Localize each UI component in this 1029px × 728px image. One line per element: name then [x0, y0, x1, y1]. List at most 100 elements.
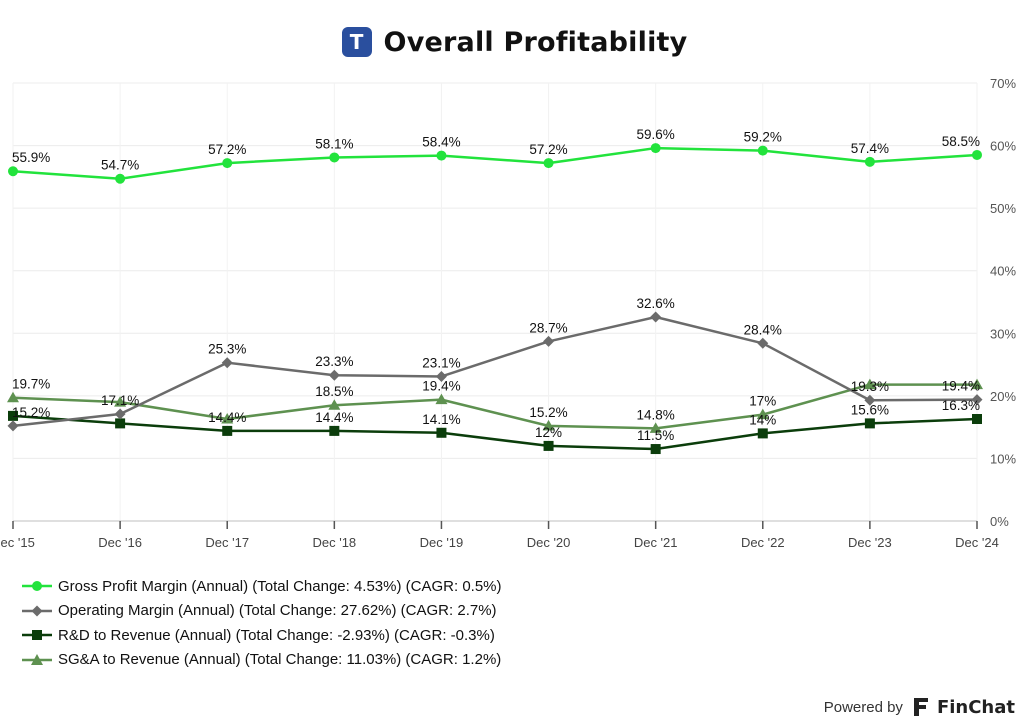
y-tick-label: 40%	[990, 264, 1016, 279]
data-point	[650, 143, 661, 154]
data-point	[972, 149, 982, 160]
y-tick-label: 20%	[990, 389, 1016, 404]
x-tick-label: Dec '16	[98, 535, 142, 550]
data-point	[436, 427, 447, 438]
legend-label: Gross Profit Margin (Annual) (Total Chan…	[58, 577, 502, 595]
data-label: 25.3%	[208, 342, 246, 357]
company-logo: T	[341, 27, 372, 57]
data-label: 17%	[749, 394, 776, 409]
data-label: 14.4%	[315, 410, 353, 425]
data-label: 23.1%	[422, 355, 460, 370]
legend-item[interactable]: R&D to Revenue (Annual) (Total Change: -…	[22, 623, 502, 648]
series-line	[12, 315, 978, 428]
data-label: 55.9%	[12, 150, 50, 165]
data-label: 19.3%	[851, 379, 889, 394]
finchat-logo-icon	[913, 698, 928, 716]
data-label: 32.6%	[637, 296, 675, 311]
x-tick-label: Dec '22	[741, 535, 785, 550]
data-point	[7, 420, 19, 432]
legend-triangle-icon	[22, 653, 52, 665]
data-point	[864, 418, 875, 429]
data-point	[757, 337, 769, 349]
data-point	[328, 369, 340, 381]
data-point	[7, 391, 19, 403]
data-point	[757, 145, 768, 156]
x-tick-label: Dec '19	[420, 535, 464, 550]
data-point	[8, 410, 18, 421]
x-tick-label: Dec '18	[312, 535, 356, 550]
x-tick-label: Dec '23	[848, 535, 892, 550]
data-point	[649, 422, 662, 433]
data-label: 57.4%	[851, 141, 889, 156]
data-label: 28.4%	[744, 322, 782, 337]
x-tick-label: Dec '17	[205, 535, 249, 550]
data-point	[542, 419, 555, 431]
data-label: 28.7%	[529, 320, 567, 335]
data-point	[864, 394, 876, 406]
data-label: 11.5%	[637, 428, 674, 443]
data-point	[115, 173, 126, 184]
data-point	[435, 393, 448, 405]
y-tick-label: 70%	[990, 76, 1016, 91]
data-label: 15.2%	[12, 405, 50, 420]
y-tick-label: 0%	[990, 514, 1009, 529]
data-point	[329, 152, 340, 163]
data-label: 57.2%	[529, 142, 567, 157]
series-line	[12, 414, 978, 451]
y-tick-label: 50%	[990, 201, 1016, 216]
data-point	[971, 378, 983, 390]
legend-label: Operating Margin (Annual) (Total Change:…	[58, 602, 497, 620]
data-point	[543, 440, 554, 451]
line-chart: 0% 10% 20% 30% 40% 50% 60% 70% Dec '15 Dec '16 Dec…	[0, 76, 1016, 550]
legend-square-icon	[22, 630, 52, 641]
data-label: 58.4%	[422, 135, 460, 150]
data-label: 19.4%	[422, 379, 460, 394]
x-tick-label: Dec '20	[527, 535, 571, 550]
data-point	[221, 413, 234, 424]
data-point	[114, 408, 126, 420]
data-point	[222, 158, 233, 169]
legend-item[interactable]: Operating Margin (Annual) (Total Change:…	[22, 599, 502, 624]
chart-header: T Overall Profitability	[0, 22, 1029, 62]
data-label: 54.7%	[101, 158, 139, 173]
data-point	[650, 311, 662, 323]
x-tick-label: Dec '15	[0, 535, 35, 550]
y-tick-label: 10%	[990, 451, 1016, 466]
data-point	[435, 370, 447, 382]
data-point	[864, 156, 875, 167]
data-label: 58.5%	[942, 134, 980, 149]
data-label: 14.8%	[637, 407, 675, 422]
data-point	[222, 425, 233, 436]
powered-by-text: Powered by	[823, 698, 903, 716]
chart-legend: Gross Profit Margin (Annual) (Total Chan…	[22, 574, 502, 672]
footer: Powered by FinChat	[824, 696, 1015, 718]
data-label: 14.1%	[422, 412, 460, 427]
chart-title: Overall Profitability	[383, 26, 688, 58]
data-point	[221, 357, 233, 369]
data-point	[756, 408, 769, 420]
data-point	[328, 399, 341, 410]
legend-diamond-icon	[22, 605, 52, 617]
data-point	[8, 166, 18, 177]
data-label: 19.7%	[12, 377, 50, 392]
series-line	[12, 146, 978, 180]
data-label: 23.3%	[315, 354, 353, 369]
data-point	[971, 394, 983, 406]
data-label: 15.2%	[529, 405, 567, 420]
data-point	[863, 378, 876, 390]
x-tick-label: Dec '21	[634, 535, 678, 550]
data-point	[114, 396, 127, 407]
legend-item[interactable]: SG&A to Revenue (Annual) (Total Change: …	[22, 648, 502, 673]
finchat-brand: FinChat	[936, 696, 1015, 718]
data-label: 57.2%	[208, 142, 246, 157]
y-tick-label: 30%	[990, 326, 1016, 341]
data-label: 16.3%	[942, 398, 980, 413]
legend-circle-icon	[22, 581, 52, 592]
data-point	[543, 335, 555, 347]
data-label: 18.5%	[315, 384, 353, 399]
legend-item[interactable]: Gross Profit Margin (Annual) (Total Chan…	[22, 574, 502, 599]
data-point	[436, 150, 447, 161]
data-label: 12%	[535, 425, 562, 440]
data-label: 59.6%	[637, 127, 675, 142]
data-label: 58.1%	[315, 136, 353, 151]
